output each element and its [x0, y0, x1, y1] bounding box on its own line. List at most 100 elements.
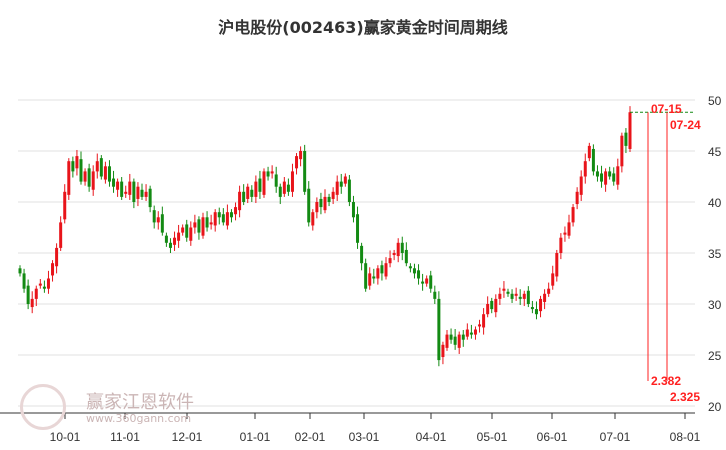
candle-body [229, 212, 233, 218]
candle-body [595, 171, 599, 177]
candle-body [22, 273, 26, 289]
candle-body [160, 214, 164, 233]
candle-body [26, 285, 30, 304]
candle-body [181, 227, 185, 233]
candle-body [274, 174, 278, 187]
candle-body [18, 268, 22, 274]
candle-body [315, 202, 319, 213]
candle-body [388, 258, 392, 264]
candle-body [347, 179, 351, 202]
candle-body [30, 298, 34, 308]
candle-body [213, 212, 217, 226]
candle-body [404, 249, 408, 264]
candle-body [177, 232, 181, 241]
y-tick-label: 45 [708, 145, 722, 159]
candle-body [372, 276, 376, 279]
candle-body [587, 145, 591, 159]
candle-body [522, 293, 526, 299]
candle-body [156, 217, 160, 223]
candle-body [34, 288, 38, 299]
candle-body [67, 161, 71, 195]
candle-body [95, 161, 99, 172]
y-tick-label: 40 [708, 196, 722, 210]
candle-body [506, 291, 510, 294]
candle-body [144, 191, 148, 197]
x-tick-label: 03-01 [349, 430, 380, 444]
x-tick-label: 08-01 [670, 430, 701, 444]
candle-body [453, 336, 457, 345]
candle-body [429, 275, 433, 289]
candle-body [351, 202, 355, 218]
candle-body [356, 214, 360, 243]
candle-body [217, 212, 221, 218]
candle-body [384, 263, 388, 277]
candle-body [250, 189, 254, 197]
x-tick-label: 07-01 [600, 430, 631, 444]
candle-body [173, 237, 177, 245]
candle-body [307, 188, 311, 223]
candle-body [551, 273, 555, 286]
candle-body [262, 171, 266, 195]
candle-body [71, 161, 75, 172]
candle-body [364, 263, 368, 289]
candle-body [575, 191, 579, 205]
candle-body [55, 247, 59, 267]
candle-body [168, 242, 172, 248]
candle-body [132, 181, 136, 202]
candle-body [331, 191, 335, 199]
y-tick-label: 20 [708, 400, 722, 414]
candle-body [99, 158, 103, 177]
candle-body [295, 156, 299, 169]
candle-body [628, 112, 632, 149]
candle-body [185, 224, 189, 238]
x-tick-label: 05-01 [477, 430, 508, 444]
candle-body [526, 290, 530, 304]
candle-body [323, 196, 327, 211]
candle-body [608, 171, 612, 177]
candle-body [408, 266, 412, 269]
x-tick-label: 10-01 [50, 430, 81, 444]
candle-body [152, 210, 156, 223]
watermark-brand: 赢家江恩软件 [86, 392, 194, 413]
candle-body [510, 293, 514, 299]
candle-body [604, 171, 608, 185]
candle-body [514, 293, 518, 296]
candle-body [136, 186, 140, 199]
candle-body [128, 181, 132, 195]
candle-body [571, 207, 575, 223]
candle-body [79, 159, 83, 182]
candle-body [543, 293, 547, 302]
candle-body [91, 171, 95, 190]
candle-body [425, 278, 429, 284]
candle-body [392, 253, 396, 256]
candle-body [266, 171, 270, 177]
candle-body [189, 227, 193, 241]
candle-body [473, 329, 477, 335]
candle-body [75, 156, 79, 169]
candle-body [258, 178, 262, 192]
candle-body [234, 207, 238, 215]
candle-body [311, 212, 315, 226]
y-tick-label: 25 [708, 349, 722, 363]
cycle-date-label: 07-15 [651, 102, 682, 116]
candle-body [290, 171, 294, 192]
cycle-value-label: 2.325 [670, 390, 700, 404]
candle-body [518, 296, 522, 299]
candle-body [164, 235, 168, 243]
candle-body [282, 181, 286, 194]
candle-body [335, 181, 339, 195]
candle-body [303, 151, 307, 192]
candle-body [197, 219, 201, 233]
candle-body [449, 334, 453, 340]
candle-body [417, 270, 421, 279]
candle-body [396, 242, 400, 257]
candle-body [254, 181, 258, 197]
candle-body [534, 309, 538, 315]
candle-body [445, 334, 449, 348]
candle-body [579, 176, 583, 195]
candle-body [421, 281, 425, 284]
candle-body [205, 217, 209, 228]
candle-body [441, 344, 445, 358]
watermark-logo-icon [20, 384, 66, 430]
